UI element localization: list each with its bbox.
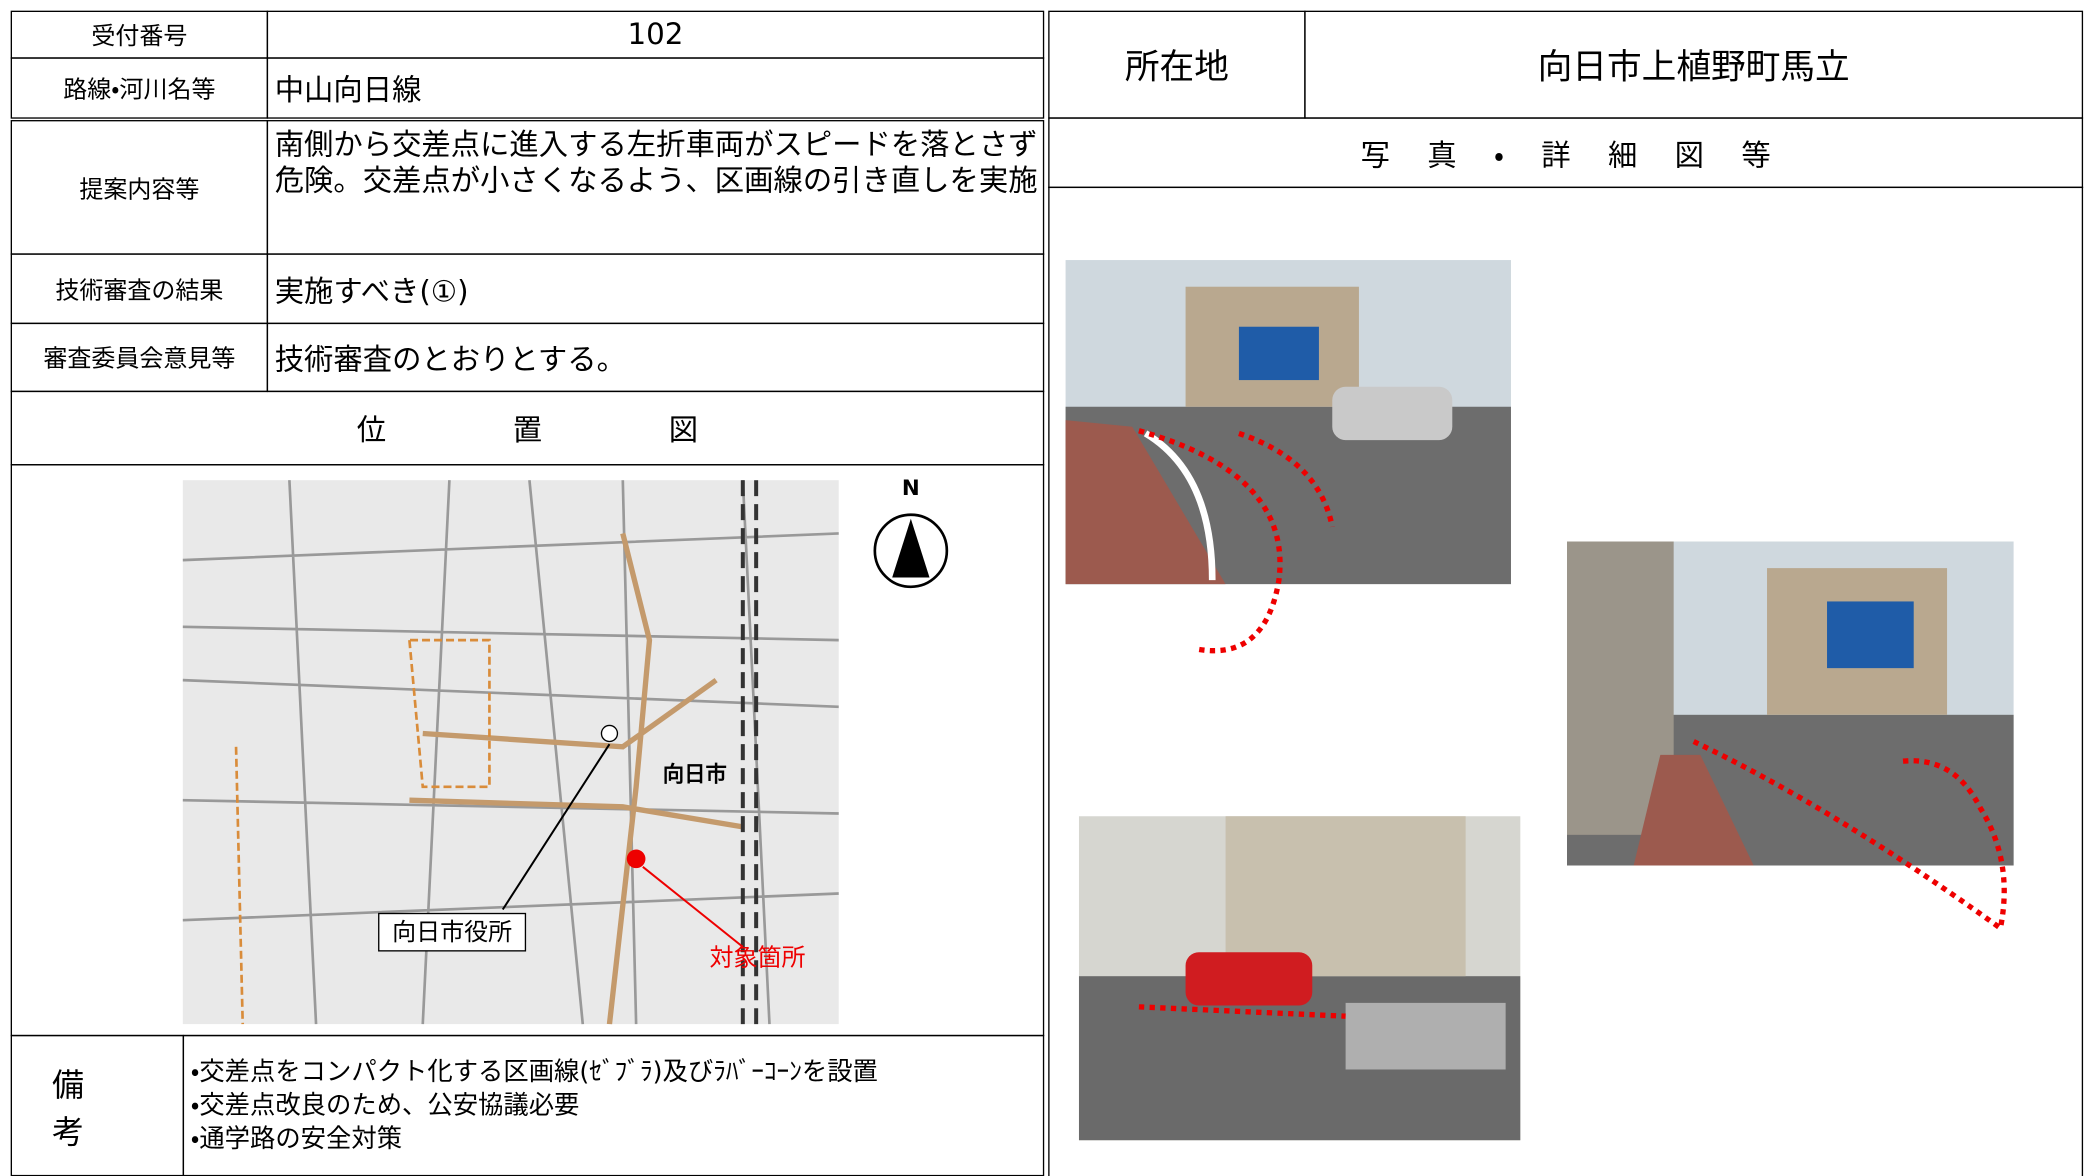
section-title: 写真・詳細図等 — [1048, 117, 2084, 189]
map-label: 向日市 — [663, 761, 727, 787]
label: 所在地 — [1048, 10, 1306, 119]
value: 南側から交差点に進入する左折車両がスピードを落とさず危険。交差点が小さくなるよう… — [266, 120, 1045, 255]
photo — [1078, 816, 1521, 1141]
label: 受付番号 — [10, 10, 269, 59]
value: 実施すべき(①) — [266, 253, 1045, 325]
map: 向日市 向日市役所 対象箇所 — [182, 480, 839, 1025]
photo-area — [1048, 186, 2084, 1176]
label: 審査委員会意見等 — [10, 322, 269, 393]
value: 向日市上植野町馬立 — [1304, 10, 2084, 119]
section-title: 位置図 — [10, 390, 1045, 466]
remark: ・交差点をコンパクト化する区画線(ｾﾞﾌﾞﾗ)及びﾗﾊﾞｰｺｰﾝを設置 — [190, 1056, 878, 1087]
north-arrow: N — [873, 476, 949, 589]
remark: ・通学路の安全対策 — [190, 1123, 403, 1153]
value: 102 — [266, 10, 1045, 59]
north-label: N — [902, 476, 920, 501]
label: 技術審査の結果 — [10, 253, 269, 325]
photo — [1566, 541, 2014, 933]
label: 路線・河川名等 — [10, 57, 269, 119]
photo — [1065, 260, 1511, 654]
value: 技術審査のとおりとする。 — [266, 322, 1045, 393]
label: 備考 — [10, 1034, 185, 1176]
remark: ・交差点改良のため、公安協議必要 — [190, 1090, 580, 1120]
map-label: 対象箇所 — [709, 944, 805, 972]
remarks: ・交差点をコンパクト化する区画線(ｾﾞﾌﾞﾗ)及びﾗﾊﾞｰｺｰﾝを設置 ・交差点… — [182, 1034, 1045, 1176]
label: 提案内容等 — [10, 120, 269, 255]
map-label: 向日市役所 — [392, 918, 512, 946]
value: 中山向日線 — [266, 57, 1045, 119]
